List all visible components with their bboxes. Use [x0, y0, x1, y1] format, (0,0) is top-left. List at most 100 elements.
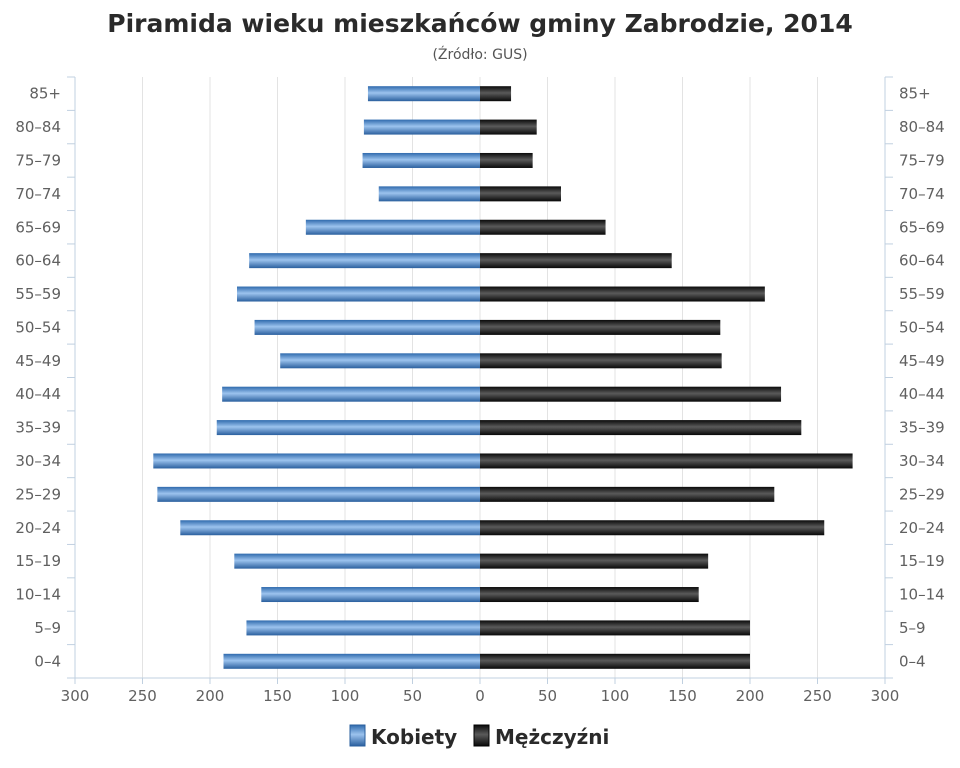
y-tick-label-left: 25–29 — [15, 485, 61, 503]
legend-label-kobiety: Kobiety — [371, 725, 457, 749]
y-tick-label-left: 30–34 — [15, 452, 61, 470]
bar-mezczyzni[interactable] — [480, 353, 722, 369]
y-tick-label-left: 55–59 — [15, 285, 61, 303]
bar-kobiety[interactable] — [261, 587, 480, 603]
x-tick-label: 50 — [538, 687, 557, 705]
y-tick-label-left: 20–24 — [15, 519, 61, 537]
y-tick-label-left: 50–54 — [15, 318, 61, 336]
legend-label-mezczyzni: Mężczyźni — [495, 725, 609, 749]
x-axis-labels: 300 250 200 150 100 50 0 50 100 150 200 250 300 — [61, 687, 900, 705]
y-tick-label-right: 85+ — [899, 85, 931, 103]
bar-mezczyzni[interactable] — [480, 386, 782, 402]
y-tick-label-left: 80–84 — [15, 118, 61, 136]
bar-kobiety[interactable] — [223, 653, 481, 669]
bar-kobiety[interactable] — [363, 119, 480, 135]
y-tick-label-left: 10–14 — [15, 586, 61, 604]
legend-swatch-kobiety — [349, 724, 366, 747]
bar-mezczyzni[interactable] — [480, 86, 512, 102]
x-tick-label: 50 — [403, 687, 422, 705]
y-tick-label-right: 5–9 — [899, 619, 926, 637]
x-tick-label: 150 — [668, 687, 697, 705]
bar-mezczyzni[interactable] — [480, 520, 825, 536]
bar-mezczyzni[interactable] — [480, 587, 699, 603]
y-axis-labels-right: 85+ 80–84 75–79 70–74 65–69 60–64 55–59 50–54 45… — [899, 85, 945, 671]
y-tick-label-left: 85+ — [29, 85, 61, 103]
legend: Kobiety Mężczyźni — [349, 724, 609, 749]
y-axis-labels-left: 85+ 80–84 75–79 70–74 65–69 60–64 55–59 50–54 45… — [15, 85, 61, 671]
bar-kobiety[interactable] — [305, 219, 480, 235]
y-tick-label-right: 25–29 — [899, 485, 945, 503]
y-tick-label-right: 45–49 — [899, 352, 945, 370]
x-tick-label: 150 — [263, 687, 292, 705]
x-tick-label: 250 — [803, 687, 832, 705]
x-tick-label: 300 — [871, 687, 900, 705]
chart-title: Piramida wieku mieszkańców gminy Zabrodz… — [107, 9, 852, 38]
x-tick-label: 100 — [331, 687, 360, 705]
x-tick-label: 100 — [601, 687, 630, 705]
bar-mezczyzni[interactable] — [480, 620, 750, 636]
bar-kobiety[interactable] — [367, 86, 480, 102]
legend-item-mezczyzni[interactable]: Mężczyźni — [473, 724, 609, 749]
x-tick-label: 200 — [736, 687, 765, 705]
bar-kobiety[interactable] — [280, 353, 480, 369]
bar-kobiety[interactable] — [249, 253, 480, 269]
bar-kobiety[interactable] — [362, 152, 480, 168]
y-tick-label-right: 0–4 — [899, 652, 926, 670]
y-tick-label-right: 80–84 — [899, 118, 945, 136]
x-tick-label: 300 — [61, 687, 90, 705]
bar-kobiety[interactable] — [246, 620, 480, 636]
bar-kobiety[interactable] — [378, 186, 480, 202]
x-tick-label: 0 — [475, 687, 485, 705]
bar-mezczyzni[interactable] — [480, 453, 853, 469]
bar-kobiety[interactable] — [237, 286, 480, 302]
y-tick-label-left: 5–9 — [34, 619, 61, 637]
y-tick-label-left: 15–19 — [15, 552, 61, 570]
legend-swatch-mezczyzni — [473, 724, 490, 747]
chart-subtitle: (Źródło: GUS) — [432, 45, 527, 63]
y-tick-label-left: 75–79 — [15, 151, 61, 169]
legend-item-kobiety[interactable]: Kobiety — [349, 724, 457, 749]
y-tick-label-left: 35–39 — [15, 419, 61, 437]
y-tick-label-right: 75–79 — [899, 151, 945, 169]
y-tick-label-right: 20–24 — [899, 519, 945, 537]
y-tick-label-right: 10–14 — [899, 586, 945, 604]
bar-mezczyzni[interactable] — [480, 219, 606, 235]
bar-mezczyzni[interactable] — [480, 486, 775, 502]
bars — [153, 86, 853, 669]
axes — [67, 76, 893, 684]
y-tick-label-right: 30–34 — [899, 452, 945, 470]
y-tick-label-left: 45–49 — [15, 352, 61, 370]
bar-kobiety[interactable] — [222, 386, 480, 402]
bar-kobiety[interactable] — [254, 319, 480, 335]
bar-mezczyzni[interactable] — [480, 152, 533, 168]
bar-mezczyzni[interactable] — [480, 286, 765, 302]
bar-mezczyzni[interactable] — [480, 119, 537, 135]
y-tick-label-right: 40–44 — [899, 385, 945, 403]
y-tick-label-left: 0–4 — [34, 652, 61, 670]
bar-kobiety[interactable] — [153, 453, 481, 469]
bar-mezczyzni[interactable] — [480, 420, 802, 436]
y-tick-label-right: 35–39 — [899, 419, 945, 437]
bar-kobiety[interactable] — [180, 520, 481, 536]
y-tick-label-right: 50–54 — [899, 318, 945, 336]
bar-kobiety[interactable] — [216, 420, 480, 436]
bar-kobiety[interactable] — [234, 553, 480, 569]
y-tick-label-right: 70–74 — [899, 185, 945, 203]
bar-mezczyzni[interactable] — [480, 253, 672, 269]
y-tick-label-right: 15–19 — [899, 552, 945, 570]
x-tick-label: 250 — [128, 687, 157, 705]
bar-kobiety[interactable] — [157, 486, 480, 502]
y-tick-label-right: 65–69 — [899, 218, 945, 236]
y-tick-label-left: 60–64 — [15, 252, 61, 270]
bar-mezczyzni[interactable] — [480, 186, 561, 202]
y-tick-label-right: 60–64 — [899, 252, 945, 270]
bar-mezczyzni[interactable] — [480, 653, 750, 669]
y-tick-label-left: 40–44 — [15, 385, 61, 403]
x-tick-label: 200 — [196, 687, 225, 705]
y-tick-label-left: 65–69 — [15, 218, 61, 236]
bar-mezczyzni[interactable] — [480, 319, 721, 335]
y-tick-label-right: 55–59 — [899, 285, 945, 303]
bar-mezczyzni[interactable] — [480, 553, 709, 569]
y-tick-label-left: 70–74 — [15, 185, 61, 203]
